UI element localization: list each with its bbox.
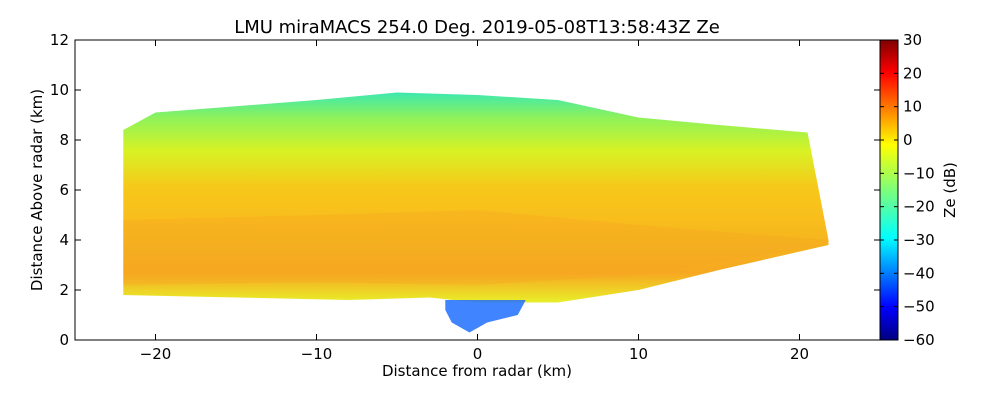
y-tick-label: 8 — [59, 131, 69, 149]
x-tick-label: 0 — [473, 345, 483, 363]
y-axis-ticks: 0 2 4 6 8 10 12 — [50, 31, 880, 349]
colorbar-tick-label: −50 — [903, 298, 935, 316]
x-tick-label: −10 — [301, 345, 333, 363]
x-axis-ticks: −20 −10 0 10 20 — [140, 40, 809, 363]
colorbar-tick-label: 0 — [903, 131, 913, 149]
colorbar-tick-label: −40 — [903, 264, 935, 282]
colorbar — [879, 39, 899, 341]
colorbar-tick-label: 20 — [903, 64, 922, 82]
colorbar-tick-label: −30 — [903, 231, 935, 249]
colorbar-tick-label: −10 — [903, 164, 935, 182]
colorbar-tick-label: 30 — [903, 31, 922, 49]
fallstreak-echo — [445, 300, 526, 333]
colorbar-tick-label: −60 — [903, 331, 935, 349]
y-tick-label: 0 — [59, 331, 69, 349]
y-tick-label: 4 — [59, 231, 69, 249]
y-tick-label: 6 — [59, 181, 69, 199]
chart-title: LMU miraMACS 254.0 Deg. 2019-05-08T13:58… — [234, 17, 720, 38]
x-axis-label: Distance from radar (km) — [382, 362, 572, 380]
y-tick-label: 2 — [59, 281, 69, 299]
y-axis-label: Distance Above radar (km) — [28, 89, 46, 291]
reflectivity-band-warm — [123, 210, 829, 285]
colorbar-label: Ze (dB) — [941, 162, 959, 218]
y-tick-label: 12 — [50, 31, 69, 49]
x-tick-label: −20 — [140, 345, 172, 363]
colorbar-tick-label: −20 — [903, 198, 935, 216]
colorbar-ticks: 30 20 10 0 −10 −20 −30 −40 −50 −60 — [880, 31, 935, 349]
y-tick-label: 10 — [50, 81, 69, 99]
plot-content — [123, 92, 829, 333]
colorbar-tick-label: 10 — [903, 98, 922, 116]
x-tick-label: 10 — [629, 345, 648, 363]
x-tick-label: 20 — [790, 345, 809, 363]
echo-region — [123, 92, 829, 303]
